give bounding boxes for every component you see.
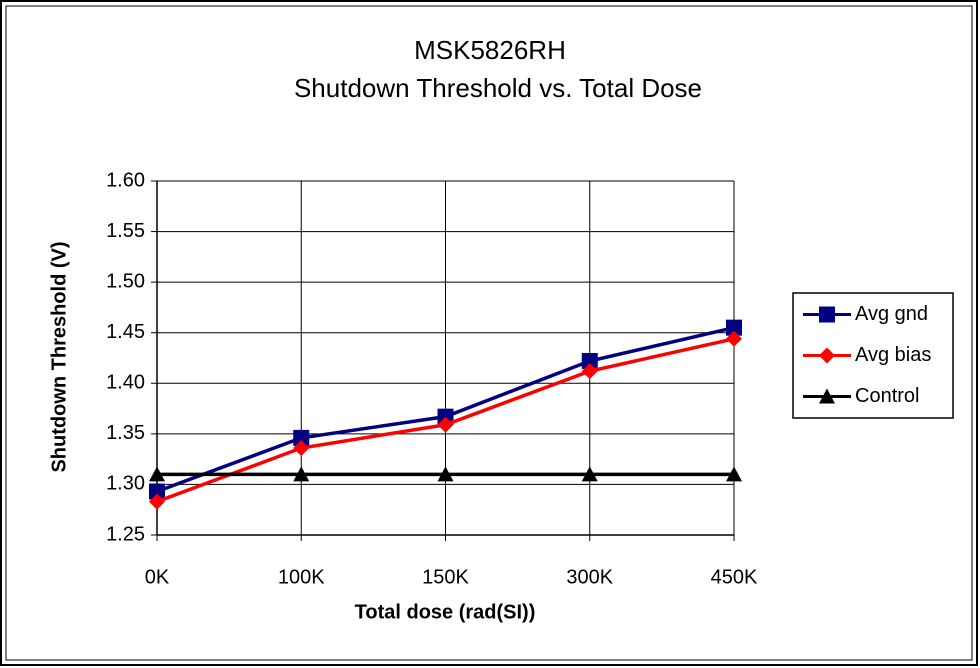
- point: [726, 330, 742, 347]
- y-tick-label: 1.35: [106, 422, 145, 444]
- y-tick-label: 1.45: [106, 321, 145, 343]
- y-tick-label: 1.50: [106, 270, 145, 292]
- point: [581, 466, 598, 482]
- x-axis-title: Total dose (rad(SI)): [355, 601, 536, 623]
- legend-marker: [819, 388, 835, 404]
- inner-frame: [5, 5, 973, 661]
- y-tick-label: 1.25: [106, 523, 145, 545]
- chart-title: MSK5826RH: [414, 35, 566, 65]
- point: [293, 440, 310, 457]
- point: [293, 429, 310, 446]
- point: [149, 466, 165, 482]
- point: [437, 466, 454, 482]
- x-tick-label: 150K: [422, 566, 469, 588]
- y-axis-title: Shutdown Threshold (V): [48, 241, 70, 472]
- x-tick-label: 300K: [566, 566, 613, 588]
- legend-label: Avg gnd: [855, 303, 928, 325]
- point: [437, 416, 454, 433]
- y-tick-label: 1.55: [106, 220, 145, 242]
- point: [293, 466, 310, 482]
- point: [726, 319, 742, 336]
- y-tick-label: 1.60: [106, 169, 145, 191]
- x-tick-label: 450K: [711, 566, 758, 588]
- y-tick-label: 1.40: [106, 372, 145, 394]
- point: [581, 363, 598, 380]
- x-tick-label: 0K: [145, 566, 170, 588]
- point: [149, 483, 165, 500]
- x-tick-label: 100K: [278, 566, 325, 588]
- legend-label: Control: [855, 385, 919, 407]
- point: [726, 466, 742, 482]
- chart-subtitle: Shutdown Threshold vs. Total Dose: [294, 73, 702, 103]
- point: [437, 408, 454, 425]
- point: [149, 493, 165, 510]
- point: [581, 353, 598, 370]
- legend-marker: [819, 347, 835, 364]
- legend-marker: [819, 306, 835, 323]
- legend-label: Avg bias: [855, 344, 931, 366]
- y-tick-label: 1.30: [106, 473, 145, 495]
